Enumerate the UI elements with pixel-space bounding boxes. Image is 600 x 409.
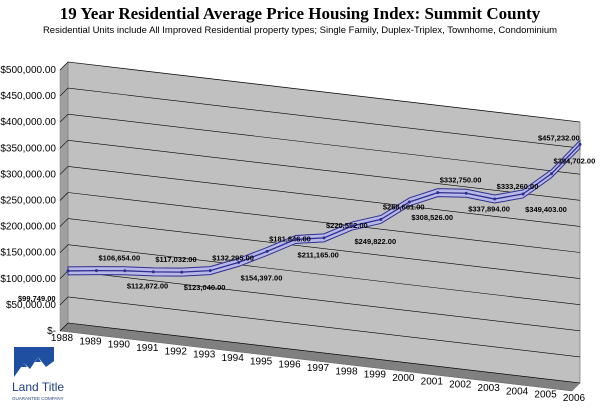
data-label: $99,749.00 — [18, 294, 56, 303]
data-label: $332,750.00 — [440, 176, 482, 185]
x-tick-label: 2002 — [449, 380, 472, 391]
x-tick-label: 1997 — [307, 363, 330, 374]
data-point — [265, 249, 269, 253]
x-tick-label: 1990 — [108, 340, 131, 351]
data-point — [237, 260, 241, 264]
gridline — [67, 322, 581, 384]
gridline-depth — [59, 166, 69, 175]
y-tick-label: $500,000.00 — [0, 65, 56, 76]
gridline-depth — [59, 140, 69, 149]
gridline-depth — [59, 87, 69, 97]
data-label: $132,295.00 — [212, 254, 254, 263]
data-point — [521, 192, 525, 196]
gridline — [67, 244, 581, 305]
data-label: $117,032.00 — [155, 255, 196, 264]
gridline-depth — [59, 244, 69, 253]
gridline — [67, 113, 581, 175]
data-label: $181,846.00 — [269, 234, 311, 243]
gridline-depth — [59, 270, 69, 280]
data-point — [180, 270, 184, 274]
data-point — [493, 197, 497, 201]
data-point — [464, 191, 468, 195]
data-point — [123, 269, 127, 273]
data-point — [436, 191, 440, 195]
y-tick-label: $150,000.00 — [0, 248, 56, 259]
x-tick-label: 1994 — [222, 353, 245, 364]
gridline-depth — [59, 113, 69, 123]
x-tick-label: 1992 — [165, 346, 188, 357]
data-label: $211,165.00 — [298, 250, 339, 259]
data-label: $394,702.00 — [554, 157, 596, 166]
data-label: $268,661.00 — [383, 202, 425, 211]
x-tick-label: 1999 — [364, 370, 387, 381]
x-tick-label: 1993 — [193, 350, 216, 361]
x-tick-label: 2004 — [506, 386, 529, 397]
data-point — [550, 172, 554, 176]
data-point — [208, 269, 212, 273]
x-tick-label: 1991 — [136, 343, 159, 354]
y-tick-label: $50,000.00 — [6, 300, 56, 311]
gridline — [67, 61, 581, 123]
gridline — [67, 166, 581, 227]
data-label: $154,397.00 — [241, 273, 283, 282]
y-tick-label: $250,000.00 — [0, 196, 56, 207]
gridline — [67, 192, 581, 253]
data-point — [350, 224, 354, 228]
data-label: $457,232.00 — [538, 133, 580, 142]
data-point — [94, 269, 98, 273]
data-label: $349,403.00 — [525, 205, 567, 214]
x-tick-label: 2001 — [421, 376, 444, 387]
logo-text: Land Title — [12, 380, 64, 394]
y-tick-label: $100,000.00 — [0, 274, 56, 285]
data-label: $112,872.00 — [127, 282, 168, 291]
series-ribbon — [67, 139, 581, 277]
data-label: $123,040.00 — [184, 283, 226, 292]
data-label: $333,260.00 — [497, 182, 539, 191]
data-point — [379, 217, 383, 221]
x-tick-label: 1988 — [51, 333, 74, 344]
gridline — [67, 296, 581, 358]
data-point — [294, 237, 298, 241]
gridline — [67, 218, 581, 279]
data-label: $220,552.00 — [326, 221, 368, 230]
y-tick-label: $300,000.00 — [0, 169, 56, 180]
y-tick-label: $400,000.00 — [0, 117, 56, 128]
x-tick-label: 1998 — [335, 366, 358, 377]
data-label: $308,526.00 — [411, 213, 453, 222]
gridline-depth — [59, 61, 69, 71]
x-tick-label: 2005 — [534, 390, 557, 401]
data-point — [322, 236, 326, 240]
gridline-depth — [59, 192, 69, 201]
gridline-depth — [59, 218, 69, 227]
x-tick-label: 1996 — [278, 360, 301, 371]
land-title-logo: Land Title GUARANTEE COMPANY — [12, 347, 64, 401]
y-tick-label: $450,000.00 — [0, 91, 56, 102]
data-label: $106,654.00 — [98, 254, 140, 263]
data-point — [151, 270, 155, 274]
gridline — [67, 270, 581, 332]
y-tick-label: $350,000.00 — [0, 143, 56, 154]
x-tick-label: 2000 — [392, 373, 415, 384]
chart-title: 19 Year Residential Average Price Housin… — [59, 4, 541, 23]
logo-subtext: GUARANTEE COMPANY — [12, 396, 64, 401]
gridline — [67, 140, 581, 201]
gridline — [67, 87, 581, 149]
data-label: $337,894.00 — [468, 204, 510, 213]
x-tick-label: 2003 — [478, 383, 501, 394]
x-tick-label: 1995 — [250, 356, 273, 367]
chart-subtitle: Residential Units include All Improved R… — [42, 25, 558, 36]
data-point — [578, 142, 582, 146]
gridline-depth — [59, 296, 69, 306]
gridline-depth — [59, 322, 69, 332]
y-tick-label: $200,000.00 — [0, 222, 56, 233]
data-point — [407, 200, 411, 204]
data-label: $249,822.00 — [354, 237, 396, 246]
data-point — [66, 269, 70, 273]
x-tick-label: 1989 — [79, 336, 102, 347]
x-tick-label: 2006 — [563, 393, 586, 404]
y-tick-label: $- — [47, 326, 56, 337]
